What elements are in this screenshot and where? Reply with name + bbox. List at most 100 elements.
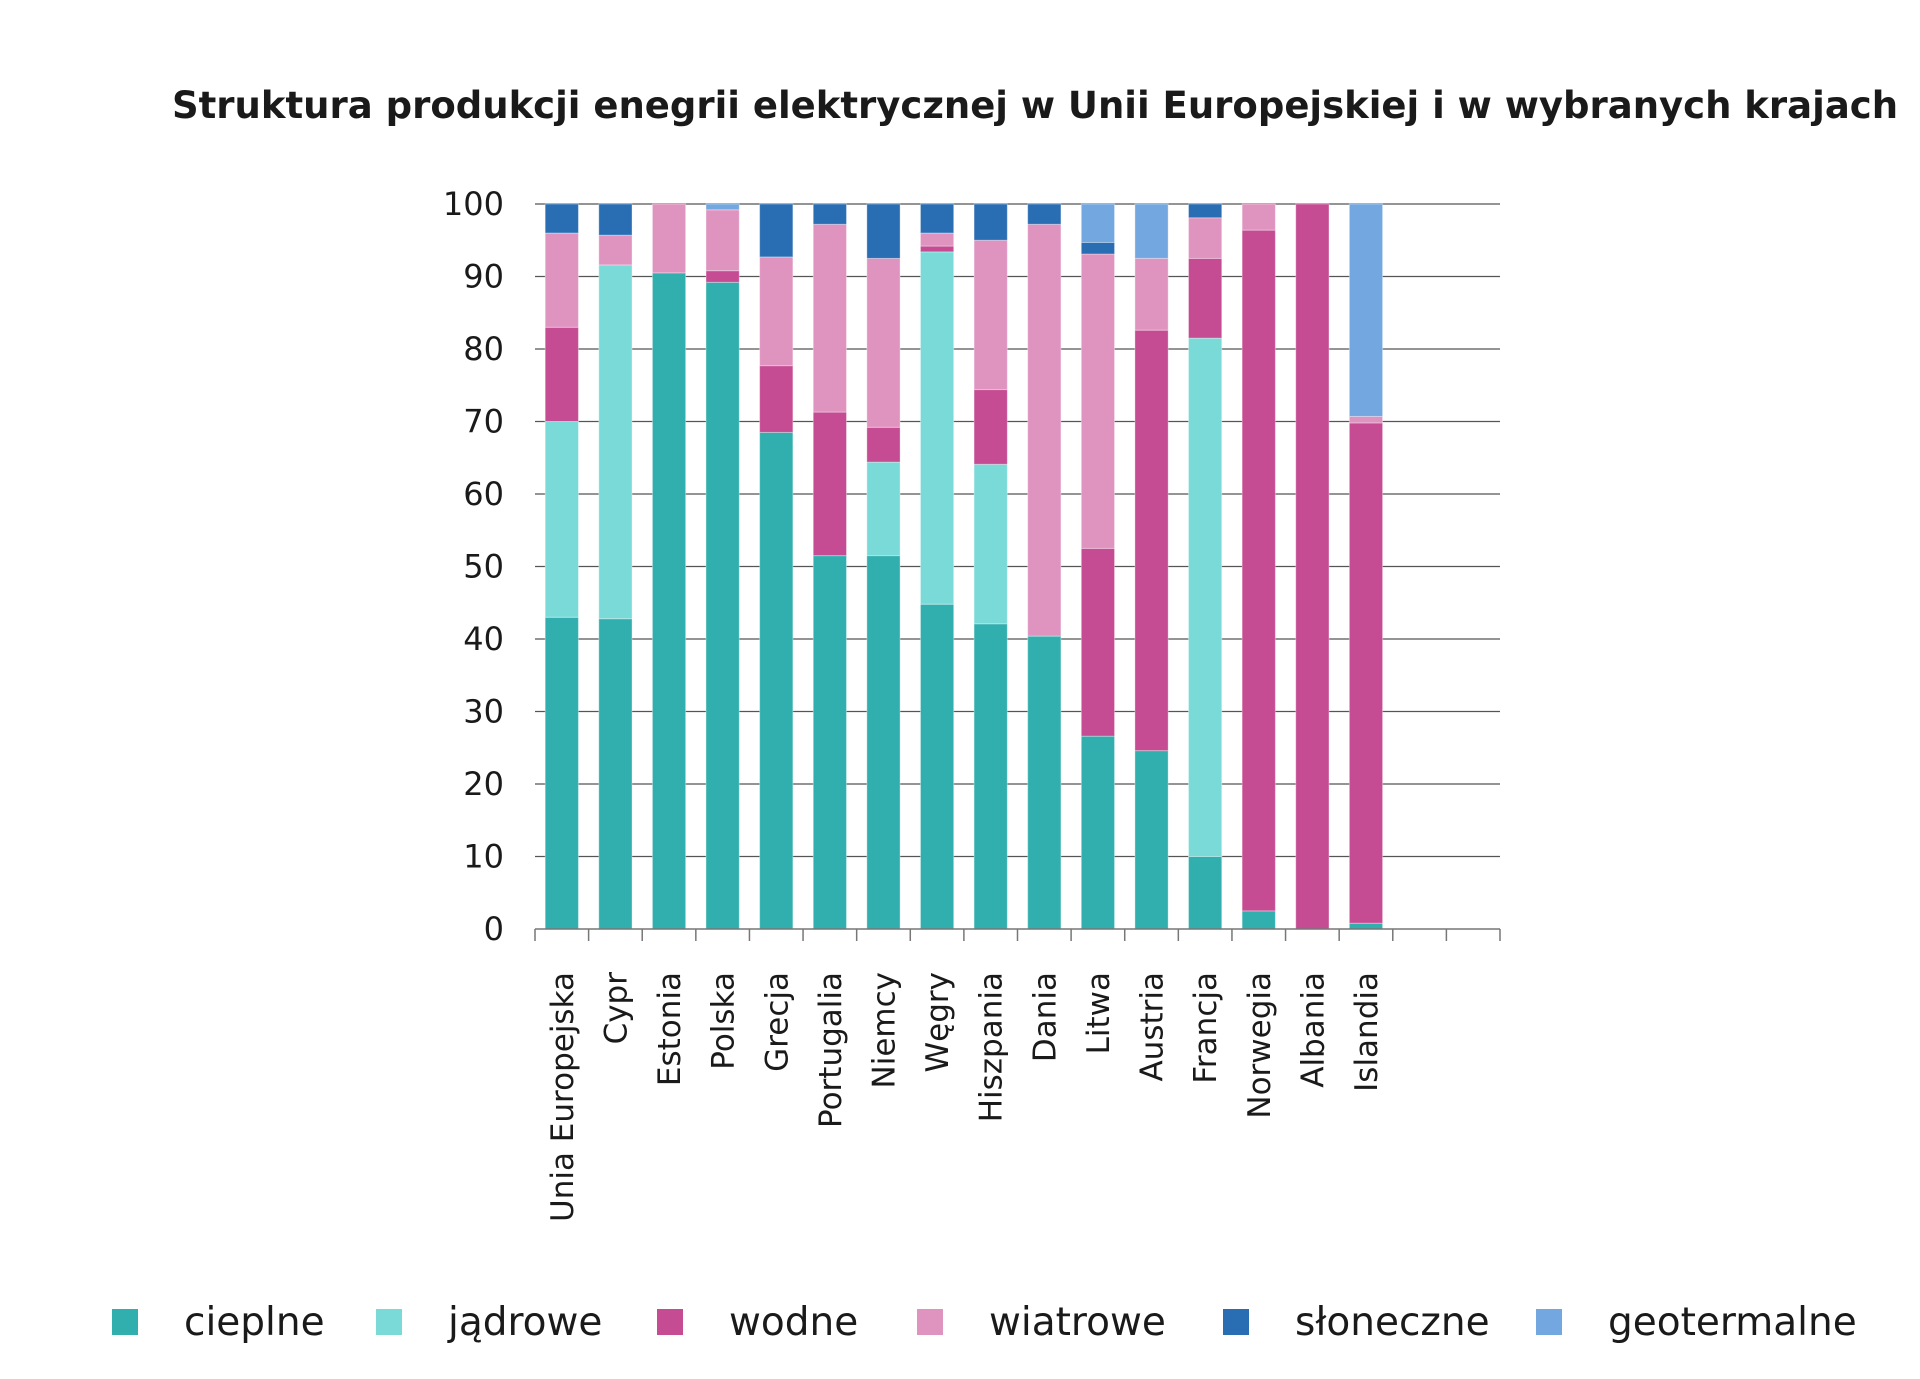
bar-segment-słoneczne bbox=[866, 203, 901, 259]
y-tick-label: 40 bbox=[463, 620, 504, 658]
legend-item-wodne: wodne bbox=[657, 1300, 858, 1345]
legend-label: cieplne bbox=[184, 1299, 325, 1345]
bar-segment-cieplne bbox=[598, 618, 633, 930]
bar-segment-wodne bbox=[759, 365, 794, 433]
bar-segment-cieplne bbox=[1027, 635, 1062, 930]
bar-segment-cieplne bbox=[1348, 922, 1384, 930]
bar-segment-słoneczne bbox=[812, 203, 847, 225]
bar-segment-jądrowe bbox=[598, 264, 633, 620]
legend-label: wiatrowe bbox=[989, 1299, 1166, 1345]
y-tick-label: 100 bbox=[443, 185, 504, 223]
bar-segment-wodne bbox=[1348, 422, 1384, 924]
x-tick-label: Albania bbox=[1295, 972, 1331, 1088]
bar-segment-wiatrowe bbox=[1188, 217, 1223, 259]
bar-segment-wiatrowe bbox=[759, 256, 794, 367]
bar-segment-wodne bbox=[1080, 547, 1116, 737]
bar-segment-wiatrowe bbox=[651, 203, 687, 274]
bar-segment-cieplne bbox=[866, 555, 901, 930]
bar-segment-cieplne bbox=[705, 281, 740, 930]
y-tick-label: 80 bbox=[463, 330, 504, 368]
bar-segment-cieplne bbox=[651, 272, 687, 930]
bar-segment-jądrowe bbox=[1188, 337, 1223, 857]
bar-segment-wiatrowe bbox=[1134, 257, 1169, 331]
y-tick-label: 60 bbox=[463, 475, 504, 513]
bar-segment-wiatrowe bbox=[973, 239, 1008, 391]
bar-segment-wodne bbox=[866, 426, 901, 463]
legend-item-wiatrowe: wiatrowe bbox=[917, 1299, 1166, 1345]
bar-segment-cieplne bbox=[973, 623, 1008, 930]
bar-segment-słoneczne bbox=[1080, 241, 1116, 255]
legend-label: jądrowe bbox=[448, 1299, 603, 1345]
y-tick-label: 30 bbox=[463, 693, 504, 731]
bar-segment-geotermalne bbox=[1134, 203, 1169, 259]
bar-segment-cieplne bbox=[1188, 856, 1223, 930]
bar-segment-geotermalne bbox=[1348, 203, 1384, 417]
legend-swatch bbox=[112, 1309, 138, 1335]
y-tick-label: 20 bbox=[463, 765, 504, 803]
legend-swatch bbox=[1223, 1309, 1249, 1335]
bar-segment-jądrowe bbox=[544, 421, 579, 618]
bar-segment-jądrowe bbox=[919, 251, 955, 605]
bar-segment-wodne bbox=[919, 245, 955, 253]
bar-segment-wiatrowe bbox=[866, 257, 901, 428]
bar-segment-cieplne bbox=[812, 555, 847, 930]
bar-segment-cieplne bbox=[759, 431, 794, 930]
y-tick-label: 50 bbox=[463, 548, 504, 586]
bar-segment-słoneczne bbox=[973, 203, 1008, 241]
bar-segment-wodne bbox=[812, 411, 847, 557]
x-tick-label: Dania bbox=[1027, 972, 1063, 1062]
bar-segment-wiatrowe bbox=[1080, 253, 1116, 549]
x-tick-label: Hiszpania bbox=[974, 972, 1010, 1122]
x-tick-label: Unia Europejska bbox=[545, 972, 581, 1222]
x-tick-label: Grecja bbox=[759, 972, 795, 1072]
bar-segment-geotermalne bbox=[1080, 203, 1116, 243]
x-tick-label: Estonia bbox=[652, 972, 688, 1086]
bar-segment-wiatrowe bbox=[544, 232, 579, 328]
bar-segment-wiatrowe bbox=[1241, 203, 1276, 231]
bar-segment-wodne bbox=[1134, 329, 1169, 752]
chart-title: Struktura produkcji enegrii elektrycznej… bbox=[171, 84, 1899, 127]
bar-segment-wiatrowe bbox=[919, 232, 955, 247]
legend-label: geotermalne bbox=[1608, 1299, 1857, 1345]
y-tick-label: 0 bbox=[484, 910, 504, 948]
y-tick-label: 90 bbox=[463, 258, 504, 296]
legend-swatch bbox=[376, 1309, 402, 1335]
bar-segment-wiatrowe bbox=[812, 223, 847, 413]
legend-swatch bbox=[1536, 1309, 1562, 1335]
bar-segment-słoneczne bbox=[759, 203, 794, 258]
y-tick-label: 10 bbox=[463, 838, 504, 876]
legend-swatch bbox=[657, 1309, 683, 1335]
bar-segment-cieplne bbox=[919, 603, 955, 930]
bar-segment-jądrowe bbox=[866, 461, 901, 557]
legend-label: słoneczne bbox=[1295, 1299, 1490, 1345]
bar-segment-cieplne bbox=[1134, 750, 1169, 930]
bar-segment-wiatrowe bbox=[705, 209, 740, 272]
y-tick-label: 70 bbox=[463, 403, 504, 441]
x-tick-label: Litwa bbox=[1081, 972, 1117, 1054]
bar-segment-wiatrowe bbox=[1348, 415, 1384, 424]
legend-swatch bbox=[917, 1309, 943, 1335]
legend-item-cieplne: cieplne bbox=[112, 1299, 325, 1345]
bar-segment-wodne bbox=[1241, 229, 1276, 912]
bar-segment-jądrowe bbox=[973, 463, 1008, 625]
bar-segment-cieplne bbox=[544, 616, 579, 930]
x-tick-label: Polska bbox=[706, 972, 742, 1070]
legend-item-słoneczne: słoneczne bbox=[1223, 1299, 1490, 1345]
bar-segment-słoneczne bbox=[919, 203, 955, 234]
bar-segment-wiatrowe bbox=[1027, 223, 1062, 637]
bar-segment-wodne bbox=[705, 270, 740, 283]
bar-segment-słoneczne bbox=[1027, 203, 1062, 225]
x-tick-label: Niemcy bbox=[866, 972, 902, 1088]
bar-segment-wodne bbox=[973, 389, 1008, 465]
x-tick-label: Francja bbox=[1188, 972, 1224, 1084]
x-tick-label: Norwegia bbox=[1242, 972, 1278, 1119]
bar-segment-cieplne bbox=[1080, 735, 1116, 930]
bar-segment-wodne bbox=[544, 326, 579, 422]
bar-segment-wodne bbox=[1295, 203, 1330, 930]
bar-segment-cieplne bbox=[1241, 910, 1276, 930]
x-tick-label: Portugalia bbox=[813, 972, 849, 1128]
legend-item-jądrowe: jądrowe bbox=[376, 1299, 603, 1345]
x-tick-label: Cypr bbox=[598, 972, 634, 1045]
bar-segment-słoneczne bbox=[544, 203, 579, 234]
